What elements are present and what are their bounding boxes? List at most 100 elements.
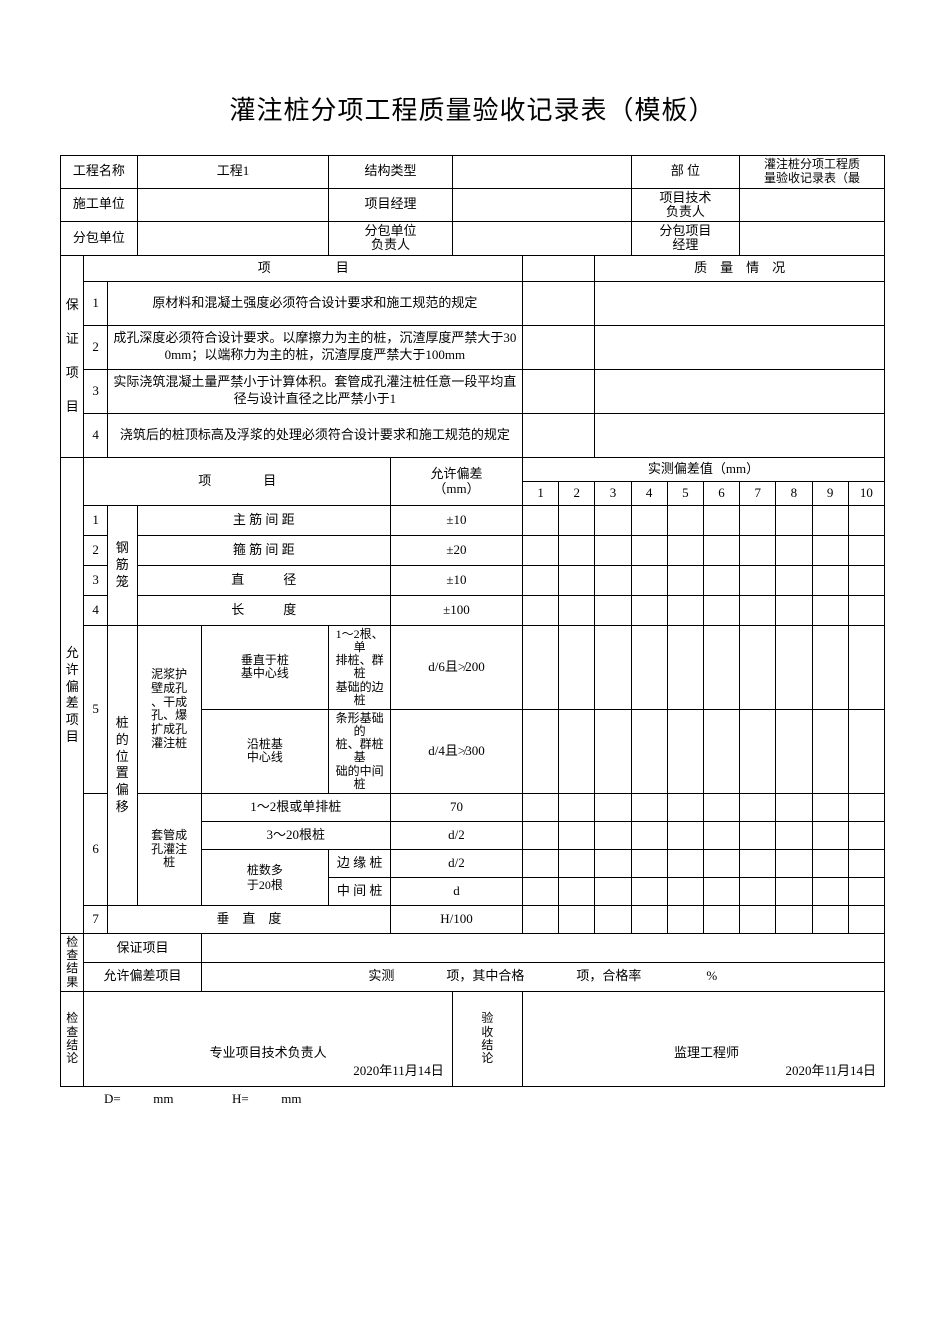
r7c2: [559, 906, 595, 934]
m5ac3: [595, 625, 631, 709]
tol-allow-header: 允许偏差（mm）: [390, 457, 522, 505]
tol-item-header: 项 目: [84, 457, 391, 505]
label-pm: 项目经理: [329, 188, 452, 222]
g-text-2: 成孔深度必须符合设计要求。以摩擦力为主的桩，沉渣厚度严禁大于300mm；以端称力…: [107, 325, 522, 369]
m6ac6: [703, 794, 739, 822]
m6cc8: [776, 850, 812, 878]
m5ac5: [667, 625, 703, 709]
r7c4: [631, 906, 667, 934]
footer-note: D= mm H= mm: [60, 1087, 885, 1107]
ma-sub1-1: 垂直于桩基中心线: [201, 625, 329, 709]
m5ac9: [812, 625, 848, 709]
r2c4: [631, 535, 667, 565]
m6bc8: [776, 822, 812, 850]
r1c1: [522, 505, 558, 535]
r7c5: [667, 906, 703, 934]
conclusion-right-role: 监理工程师: [527, 1045, 880, 1062]
r-name-1: 主 筋 间 距: [137, 505, 390, 535]
vlabel-check-result: 检查结果: [61, 934, 84, 992]
m6bc9: [812, 822, 848, 850]
m6ac3: [595, 794, 631, 822]
g-text-1: 原材料和混凝土强度必须符合设计要求和施工规范的规定: [107, 281, 522, 325]
m6dc6: [703, 878, 739, 906]
m5bc4: [631, 709, 667, 793]
r-no-1: 1: [84, 505, 107, 535]
m5ac8: [776, 625, 812, 709]
m6cc3: [595, 850, 631, 878]
conclusion-left-date: 2020年11月14日: [353, 1063, 444, 1080]
footer-d-label: D=: [104, 1091, 121, 1106]
main-table: 工程名称 工程1 结构类型 部 位 灌注桩分项工程质 量验收记录表（最 施工单位…: [60, 155, 885, 1087]
r7c7: [740, 906, 776, 934]
r3c10: [848, 565, 884, 595]
footer-d-unit: mm: [153, 1091, 173, 1106]
r-no-4: 4: [84, 595, 107, 625]
mb20-name-1: 边 缘 桩: [329, 850, 391, 878]
conclusion-left-role: 专业项目技术负责人: [88, 1045, 447, 1062]
vlabel-conclusion: 检查结论: [61, 991, 84, 1086]
mb-over20-label: 桩数多于20根: [201, 850, 329, 906]
label-tech-lead: 项目技术负责人: [631, 188, 740, 222]
m5bc9: [812, 709, 848, 793]
m6ac1: [522, 794, 558, 822]
tol-measured-header: 实测偏差值（mm）: [522, 457, 884, 481]
r4c9: [812, 595, 848, 625]
r1c5: [667, 505, 703, 535]
r-no-3: 3: [84, 565, 107, 595]
m6cc9: [812, 850, 848, 878]
r7c1: [522, 906, 558, 934]
r1c2: [559, 505, 595, 535]
r2c2: [559, 535, 595, 565]
m5bc1: [522, 709, 558, 793]
g-no-2: 2: [84, 325, 107, 369]
m5ac7: [740, 625, 776, 709]
label-sub-pm: 分包项目经理: [631, 222, 740, 256]
r4c2: [559, 595, 595, 625]
r-name-2: 箍 筋 间 距: [137, 535, 390, 565]
value-pm: [452, 188, 631, 222]
ma-tol-2: d/4且≯300: [390, 709, 522, 793]
m6ac10: [848, 794, 884, 822]
r-tol-3: ±10: [390, 565, 522, 595]
page: 灌注桩分项工程质量验收记录表（模板） 工程名称 工程1: [0, 0, 945, 1337]
g-q-3: [595, 369, 885, 413]
cr-guarantee-label: 保证项目: [84, 934, 201, 963]
g-gap-3: [522, 369, 594, 413]
m6dc2: [559, 878, 595, 906]
m6ac8: [776, 794, 812, 822]
value-project-name: 工程1: [137, 156, 329, 189]
r1c10: [848, 505, 884, 535]
g-q-1: [595, 281, 885, 325]
m6dc5: [667, 878, 703, 906]
g-no-3: 3: [84, 369, 107, 413]
g-no-4: 4: [84, 413, 107, 457]
m-col-3: 3: [595, 481, 631, 505]
m-col-2: 2: [559, 481, 595, 505]
g-gap-2: [522, 325, 594, 369]
rebar-group-label: 钢筋笼: [107, 505, 137, 625]
r7c10: [848, 906, 884, 934]
m5ac10: [848, 625, 884, 709]
m5ac4: [631, 625, 667, 709]
r3c5: [667, 565, 703, 595]
mb-name-1: 1～2根或单排桩: [201, 794, 390, 822]
value-tech-lead: [740, 188, 885, 222]
r2c8: [776, 535, 812, 565]
m5bc7: [740, 709, 776, 793]
m6ac4: [631, 794, 667, 822]
r7c6: [703, 906, 739, 934]
m-col-8: 8: [776, 481, 812, 505]
r3c3: [595, 565, 631, 595]
label-project-name: 工程名称: [61, 156, 138, 189]
m6ac7: [740, 794, 776, 822]
m6bc3: [595, 822, 631, 850]
r2c1: [522, 535, 558, 565]
value-position: 灌注桩分项工程质 量验收记录表（最: [740, 156, 885, 189]
m5ac6: [703, 625, 739, 709]
mb20-tol-1: d/2: [390, 850, 522, 878]
m5bc3: [595, 709, 631, 793]
r-tol-2: ±20: [390, 535, 522, 565]
r3c8: [776, 565, 812, 595]
guarantee-quality-header: 质 量 情 况: [595, 255, 885, 281]
m-col-5: 5: [667, 481, 703, 505]
